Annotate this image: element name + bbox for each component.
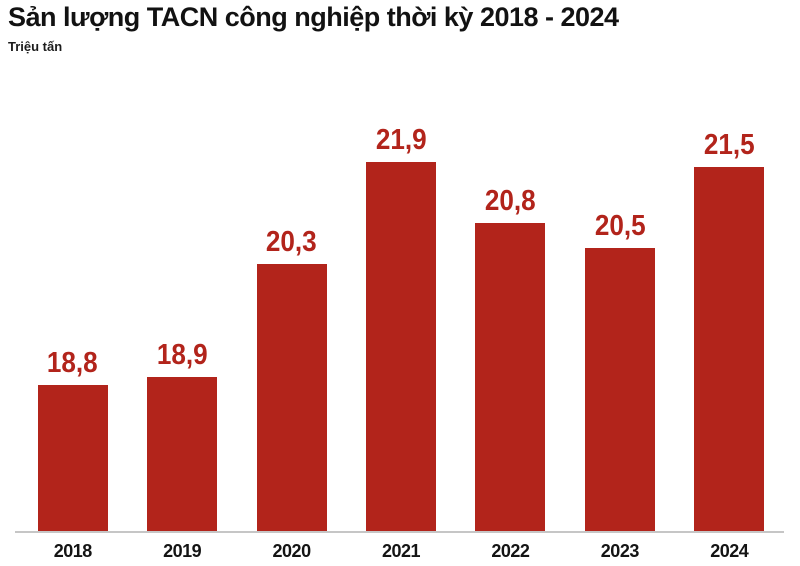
x-axis-labels: 2018 2019 2020 2021 2022 2023 2024: [18, 541, 784, 562]
chart-column-2022: 20,8: [456, 126, 565, 531]
bar-2019: [147, 377, 218, 531]
chart-column-2019: 18,9: [127, 126, 236, 531]
value-label-2020: 20,3: [266, 225, 317, 258]
year-label-2023: 2023: [600, 541, 640, 561]
value-label-2022: 20,8: [484, 185, 536, 218]
bar-2022: [475, 223, 546, 531]
chart-unit-label: Triệu tấn: [8, 39, 63, 54]
bar-2024: [694, 166, 765, 531]
year-label-2020: 2020: [272, 541, 312, 561]
year-label-2024: 2024: [710, 541, 749, 561]
chart-column-2021: 21,9: [346, 126, 455, 531]
value-label-2021: 21,9: [375, 124, 427, 156]
bar-2021: [365, 162, 436, 531]
value-label-2019: 18,9: [156, 339, 208, 372]
bar-2020: [256, 263, 327, 531]
year-label-2022: 2022: [491, 541, 530, 561]
year-label-2021: 2021: [381, 541, 421, 561]
value-label-2023: 20,5: [594, 209, 646, 242]
chart-title: Sản lượng TACN công nghiệp thời kỳ 2018 …: [8, 2, 619, 32]
chart-column-2024: 21,5: [675, 126, 784, 531]
x-axis-line: [15, 531, 784, 533]
chart-column-2023: 20,5: [565, 126, 674, 531]
bar-2023: [584, 247, 655, 531]
year-label-2019: 2019: [163, 541, 202, 561]
bar-2018: [37, 385, 108, 531]
value-label-2018: 18,8: [47, 347, 99, 380]
value-label-2024: 21,5: [703, 128, 755, 161]
bar-chart-plot: 18,8 18,9 20,3 21,9 20,8 20,5 21,5: [18, 126, 784, 531]
chart-column-2020: 20,3: [237, 126, 346, 531]
chart-column-2018: 18,8: [18, 126, 127, 531]
year-label-2018: 2018: [53, 541, 93, 561]
